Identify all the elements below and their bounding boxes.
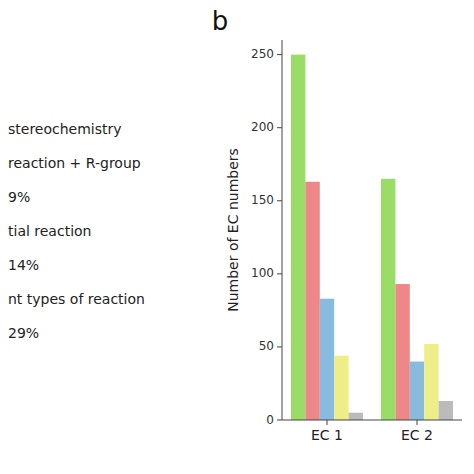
y-tick [277, 273, 282, 274]
title: b [212, 6, 229, 36]
annotations: stereochemistry reaction + R-group 9% tial … [8, 121, 145, 341]
bar [349, 413, 363, 420]
x-axis-line [282, 420, 462, 421]
x-tick [417, 420, 418, 425]
annotation: stereochemistry [8, 121, 122, 137]
x-tick-label: EC 2 [401, 427, 433, 443]
y-axis-label: Number of EC numbers [225, 148, 241, 312]
bar [305, 182, 319, 420]
x-tick [327, 420, 328, 425]
x-axis: EC 1 EC 2 [282, 420, 462, 443]
annotation: 9% [8, 189, 30, 205]
bar [291, 55, 305, 420]
bar [395, 284, 409, 420]
annotation: 29% [8, 325, 39, 341]
annotation: 14% [8, 257, 39, 273]
y-axis: 0 50 100 150 200 250 Number of EC numbers [225, 40, 282, 427]
y-tick [277, 346, 282, 347]
y-tick [277, 420, 282, 421]
bar [410, 362, 424, 420]
y-tick-label: 100 [251, 266, 274, 280]
y-tick [277, 127, 282, 128]
bar [439, 401, 453, 420]
y-tick [277, 200, 282, 201]
y-tick-label: 250 [251, 47, 274, 61]
y-tick-label: 200 [251, 120, 274, 134]
y-tick-label: 150 [251, 193, 274, 207]
y-tick-label: 0 [266, 413, 274, 427]
chart: stereochemistry reaction + R-group 9% tial … [0, 0, 474, 474]
annotation: tial reaction [8, 223, 91, 239]
annotation: reaction + R-group [8, 155, 141, 171]
bar [334, 356, 348, 420]
y-tick [277, 54, 282, 55]
y-axis-line [282, 40, 283, 420]
y-tick-label: 50 [259, 339, 274, 353]
bar [381, 179, 395, 420]
annotation: nt types of reaction [8, 291, 145, 307]
bars [291, 55, 453, 420]
x-tick-label: EC 1 [311, 427, 343, 443]
bar [320, 299, 334, 420]
bar [424, 344, 438, 420]
